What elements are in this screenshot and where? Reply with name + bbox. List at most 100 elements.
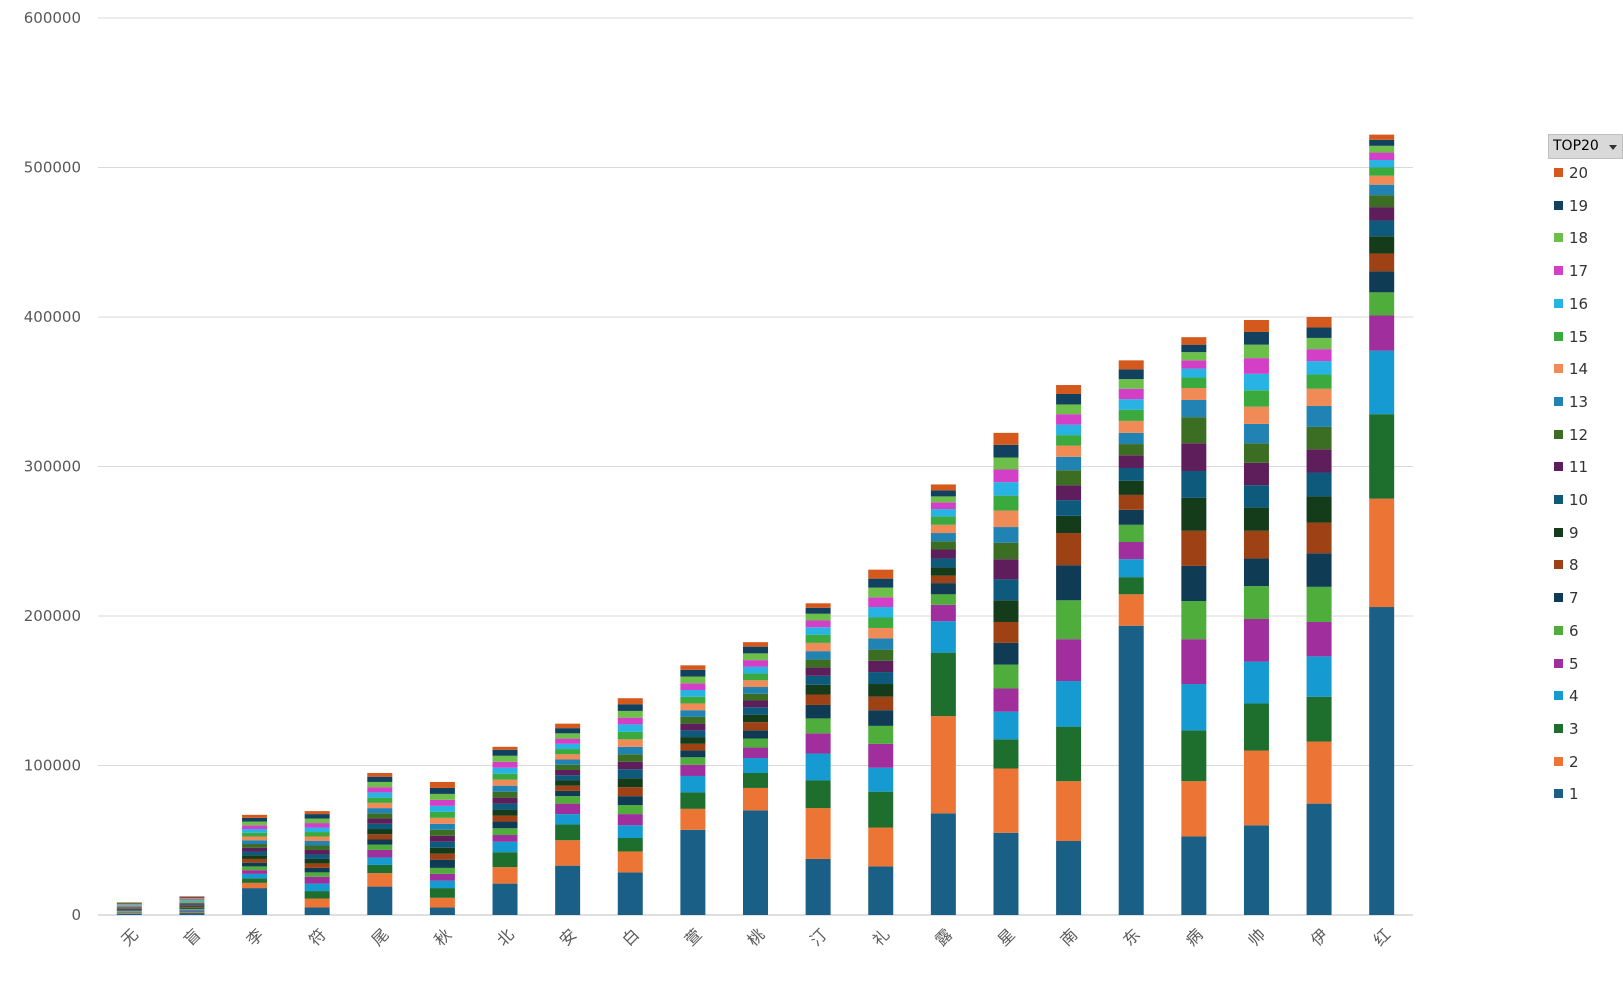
bar-segment bbox=[304, 867, 330, 873]
bar-segment bbox=[993, 482, 1019, 496]
bar-segment bbox=[492, 767, 518, 774]
bar-segment bbox=[1243, 703, 1269, 751]
bar-segment bbox=[680, 792, 706, 809]
bar-stack bbox=[1306, 317, 1332, 915]
legend-item: 4 bbox=[1554, 687, 1579, 705]
legend-title: TOP20 bbox=[1553, 138, 1599, 154]
y-tick-label: 400000 bbox=[24, 308, 81, 326]
bar-segment bbox=[429, 841, 455, 848]
bar-segment bbox=[1369, 220, 1395, 237]
bar-segment bbox=[492, 821, 518, 829]
bar-segment bbox=[367, 849, 393, 858]
bar-segment bbox=[805, 733, 831, 754]
legend-label: 7 bbox=[1569, 589, 1579, 608]
bar-stack bbox=[680, 665, 706, 915]
bar-segment bbox=[617, 761, 643, 770]
bar-stack bbox=[179, 896, 205, 915]
bar-segment bbox=[1118, 625, 1144, 915]
bar-segment bbox=[1369, 139, 1395, 146]
bar-segment bbox=[242, 858, 268, 863]
bar-segment bbox=[993, 621, 1019, 643]
legend-filter-button[interactable]: TOP20 bbox=[1548, 134, 1623, 159]
bar-segment bbox=[242, 882, 268, 889]
bar-segment bbox=[555, 759, 581, 765]
bar-segment bbox=[179, 897, 205, 899]
legend-label: 6 bbox=[1569, 621, 1579, 640]
bar-segment bbox=[805, 704, 831, 719]
bar-segment bbox=[868, 587, 894, 598]
bar-segment bbox=[1181, 360, 1207, 369]
bar-segment bbox=[116, 903, 142, 905]
bar-segment bbox=[367, 808, 393, 814]
bar-segment bbox=[179, 910, 205, 912]
bar-segment bbox=[367, 781, 393, 788]
bar-segment bbox=[1306, 361, 1332, 375]
x-axis-tick-labels: 无盲李符尾秋北安白萱桃汀礼露星南东病帅伊红 bbox=[117, 925, 1394, 950]
legend-item: 11 bbox=[1554, 458, 1588, 476]
bar-segment bbox=[993, 664, 1019, 689]
bar-segment bbox=[805, 603, 831, 608]
bar-segment bbox=[868, 617, 894, 628]
legend-item: 17 bbox=[1554, 262, 1588, 280]
bar-segment bbox=[429, 888, 455, 898]
y-tick-label: 0 bbox=[71, 906, 81, 924]
bar-segment bbox=[1243, 443, 1269, 463]
x-tick-label: 星 bbox=[994, 925, 1019, 950]
legend-label: 18 bbox=[1569, 229, 1589, 248]
bar-segment bbox=[367, 802, 393, 809]
x-tick-label: 汀 bbox=[806, 925, 831, 950]
legend-swatch bbox=[1554, 625, 1563, 635]
bar-segment bbox=[805, 667, 831, 676]
bar-segment bbox=[617, 796, 643, 806]
bar-segment bbox=[304, 858, 330, 864]
bar-segment bbox=[680, 710, 706, 717]
bar-segment bbox=[116, 906, 142, 908]
bar-segment bbox=[1056, 600, 1082, 640]
bar-segment bbox=[743, 758, 768, 773]
bar-segment bbox=[1118, 379, 1144, 389]
bar-segment bbox=[367, 864, 393, 874]
bar-segment bbox=[555, 743, 581, 750]
legend-swatch bbox=[1554, 298, 1563, 308]
bar-segment bbox=[743, 810, 768, 915]
bar-segment bbox=[179, 913, 205, 915]
bar-segment bbox=[617, 717, 643, 725]
legend-swatch bbox=[1554, 364, 1563, 374]
bar-segment bbox=[743, 680, 768, 688]
bar-segment bbox=[179, 902, 205, 904]
bar-segment bbox=[179, 908, 205, 910]
legend-swatch bbox=[1554, 723, 1563, 733]
bar-segment bbox=[868, 725, 894, 744]
legend-label: 1 bbox=[1569, 785, 1579, 804]
bar-segment bbox=[1243, 558, 1269, 587]
bar-segment bbox=[492, 809, 518, 816]
bar-segment bbox=[930, 524, 956, 534]
bar-segment bbox=[367, 818, 393, 824]
bar-segment bbox=[1243, 507, 1269, 531]
bar-segment bbox=[868, 569, 894, 579]
bar-segment bbox=[429, 880, 455, 889]
bar-segment bbox=[492, 835, 518, 842]
bar-segment bbox=[367, 829, 393, 835]
dropdown-arrow-icon bbox=[1609, 145, 1617, 150]
bar-segment bbox=[1181, 443, 1207, 471]
legend-item: 19 bbox=[1554, 197, 1588, 215]
bar-segment bbox=[1118, 409, 1144, 421]
bar-segment bbox=[993, 469, 1019, 483]
bar-segment bbox=[116, 905, 142, 906]
legend-label: 19 bbox=[1569, 196, 1589, 215]
bar-segment bbox=[242, 847, 268, 852]
bar-segment bbox=[179, 900, 205, 902]
bar-segment bbox=[617, 778, 643, 788]
bar-segment bbox=[1056, 385, 1082, 394]
bar-segment bbox=[492, 815, 518, 822]
bar-segment bbox=[304, 814, 330, 819]
bar-segment bbox=[304, 907, 330, 915]
bar-segment bbox=[868, 607, 894, 618]
bar-segment bbox=[304, 845, 330, 850]
legend-label: 20 bbox=[1569, 164, 1589, 182]
bar-segment bbox=[1056, 781, 1082, 841]
bar-segment bbox=[555, 749, 581, 755]
bar-segment bbox=[242, 832, 268, 837]
x-tick-label: 病 bbox=[1182, 925, 1207, 950]
